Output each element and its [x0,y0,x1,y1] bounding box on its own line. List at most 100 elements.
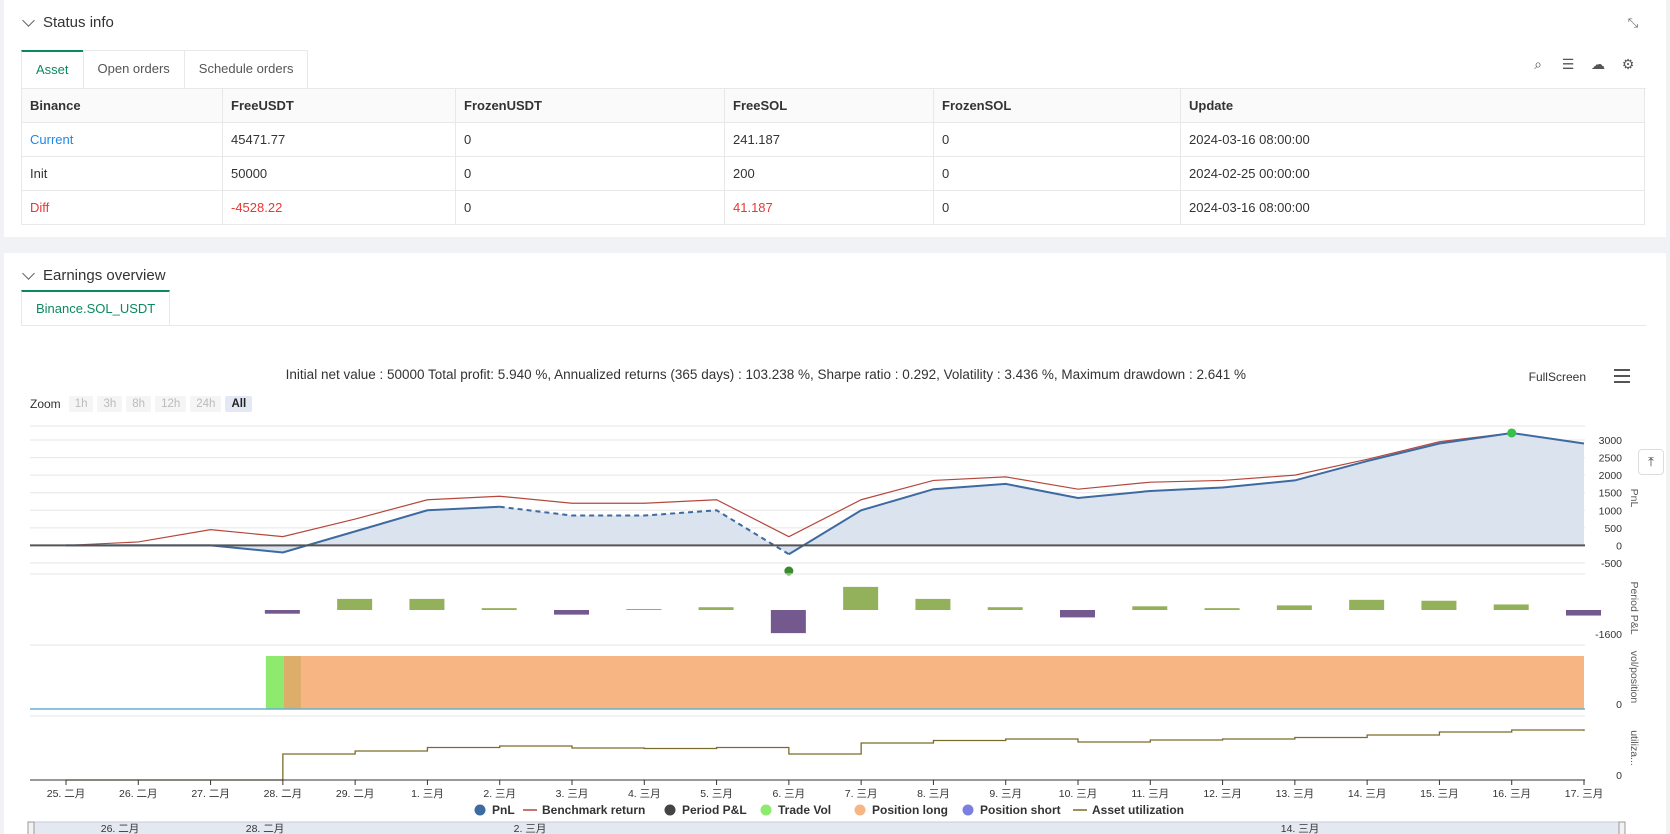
navigator-label: 2. 三月 [514,823,547,834]
zoom-1h-button[interactable]: 1h [68,396,94,412]
legend-item-label[interactable]: Position long [872,803,948,817]
table-cell: 45471.77 [222,122,456,157]
zoom-24h-button[interactable]: 24h [190,396,222,412]
table-cell: 2024-03-16 08:00:00 [1180,190,1645,225]
period-pnl-bar [1204,608,1240,610]
x-tick-label: 1. 三月 [411,788,444,800]
period-pnl-bar [626,609,662,610]
y-tick-label: 3000 [1599,435,1623,447]
gear-icon[interactable]: ⚙ [1621,56,1635,72]
navigator-handle-right [1618,821,1626,834]
x-tick-label: 13. 三月 [1276,788,1315,800]
y-tick-label: -500 [1601,558,1622,570]
tab-schedule-orders[interactable]: Schedule orders [183,50,309,88]
legend-item-label[interactable]: Asset utilization [1092,803,1184,817]
y-tick-label: -1600 [1595,629,1622,641]
period-pnl-bar [987,607,1023,610]
earnings-header[interactable]: Earnings overview [20,266,166,284]
hamburger-menu-icon[interactable] [1614,369,1630,383]
y-tick-label: 1000 [1599,505,1623,517]
table-cell: 2024-03-16 08:00:00 [1180,122,1645,157]
pnl-line [788,431,1585,556]
table-toolbar: ⌕ ☰ ☁ ⚙ [1530,56,1636,72]
table-cell: 0 [933,190,1181,225]
x-tick-label: 2. 三月 [483,788,516,800]
table-row: Current 45471.77 0 241.187 0 2024-03-16 … [21,122,1645,157]
scroll-to-top-button[interactable]: ⤒ [1638,449,1664,475]
x-tick-label: 9. 三月 [989,788,1022,800]
tabs-divider [21,325,1646,326]
legend-item-label[interactable]: Period P&L [682,803,747,817]
y-tick-label: 2000 [1599,470,1623,482]
period-pnl-bar [1349,599,1385,610]
y-tick-label: 1500 [1599,488,1623,500]
table-cell: 0 [455,156,725,191]
status-info-title: Status info [43,14,114,31]
x-tick-label: 14. 三月 [1348,788,1387,800]
period-pnl-bar [1493,604,1529,610]
pnl-axis-label: PnL [1628,489,1640,508]
period-pnl-bar [698,607,734,610]
zoom-12h-button[interactable]: 12h [155,396,187,412]
cloud-download-icon[interactable]: ☁ [1591,56,1605,72]
table-cell: 0 [933,122,1181,157]
col-binance: Binance [21,88,223,123]
x-tick-label: 3. 三月 [556,788,589,800]
legend-item-label[interactable]: Trade Vol [778,803,831,817]
zoom-controls: Zoom 1h 3h 8h 12h 24h All [30,396,253,412]
row-label-diff: Diff [21,190,223,225]
search-icon[interactable]: ⌕ [1534,56,1542,72]
x-tick-label: 7. 三月 [845,788,878,800]
y-tick-label: 2500 [1599,453,1623,465]
legend-item-label[interactable]: PnL [492,803,515,817]
col-free-usdt: FreeUSDT [222,88,456,123]
tab-asset[interactable]: Asset [21,50,84,88]
legend-item-label[interactable]: Benchmark return [542,803,645,817]
legend-dot [760,804,772,816]
list-icon[interactable]: ☰ [1561,56,1575,72]
min-marker [784,566,794,576]
col-update: Update [1180,88,1645,123]
legend-dot [664,804,676,816]
col-frozen-sol: FrozenSOL [933,88,1181,123]
collapse-icon[interactable]: ⤡ [1627,15,1639,30]
fullscreen-button[interactable]: FullScreen [1528,370,1586,384]
period-pnl-bar [1276,605,1312,610]
x-tick-label: 15. 三月 [1420,788,1459,800]
period-pnl-bar [554,610,589,615]
col-free-sol: FreeSOL [724,88,934,123]
x-tick-label: 27. 二月 [191,788,230,800]
x-tick-label: 12. 三月 [1203,788,1242,800]
legend-item-label[interactable]: Position short [980,803,1061,817]
table-header-row: Binance FreeUSDT FrozenUSDT FreeSOL Froz… [21,88,1645,123]
row-label-current[interactable]: Current [21,122,223,157]
table-cell: -4528.22 [222,190,456,225]
x-tick-label: 6. 三月 [773,788,806,800]
table-cell: 41.187 [724,190,934,225]
x-tick-label: 25. 二月 [47,788,86,800]
status-info-header[interactable]: Status info [20,13,114,31]
navigator-handle-left [27,821,35,834]
zoom-all-button[interactable]: All [225,396,253,412]
period-pnl-bar [1132,606,1168,610]
period-pnl-bar [770,610,806,634]
max-marker [1507,428,1517,438]
x-tick-label: 8. 三月 [917,788,950,800]
period-pnl-bar [1566,610,1601,616]
tab-binance-sol-usdt[interactable]: Binance.SOL_USDT [21,290,171,325]
navigator-label: 14. 三月 [1281,823,1320,834]
zoom-3h-button[interactable]: 3h [97,396,123,412]
period-pnl-bar [915,598,951,610]
tab-open-orders[interactable]: Open orders [82,50,185,88]
table-cell: 0 [455,190,725,225]
asset-utilization-line [66,729,1585,781]
x-tick-label: 11. 三月 [1131,788,1169,800]
navigator-label: 28. 二月 [246,823,285,834]
y-tick-label: 0 [1616,699,1622,711]
zoom-8h-button[interactable]: 8h [126,396,152,412]
trade-vol-bar [265,656,284,709]
y-tick-label: 500 [1604,523,1622,535]
y-tick-label: 0 [1616,540,1622,552]
utilization-axis-label: utiliza... [1628,730,1640,766]
period-pnl-bar [481,608,517,610]
